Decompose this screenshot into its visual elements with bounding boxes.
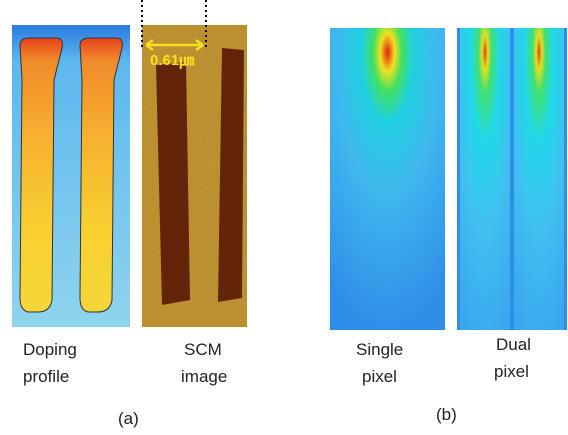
caption: Single [356, 340, 403, 359]
dual-pixel-half [514, 28, 564, 330]
caption: profile [23, 367, 69, 386]
group-label: (a) [118, 409, 139, 428]
figure: 0.61㎛ Doping profile SCM image Single pi… [0, 0, 568, 435]
caption: Doping [23, 340, 77, 359]
caption: image [181, 367, 227, 386]
caption: pixel [494, 362, 529, 381]
scm-bar [156, 62, 190, 305]
caption: Dual [496, 335, 531, 354]
caption: pixel [362, 367, 397, 386]
scale-label: 0.61㎛ [150, 52, 194, 70]
group-label: (b) [436, 405, 457, 424]
dual-pixel-half [460, 28, 510, 330]
single-pixel-image [330, 28, 445, 330]
page: 0.61㎛ Doping profile SCM image Single pi… [0, 0, 568, 435]
caption: SCM [184, 340, 222, 359]
scm-bar [218, 48, 244, 302]
